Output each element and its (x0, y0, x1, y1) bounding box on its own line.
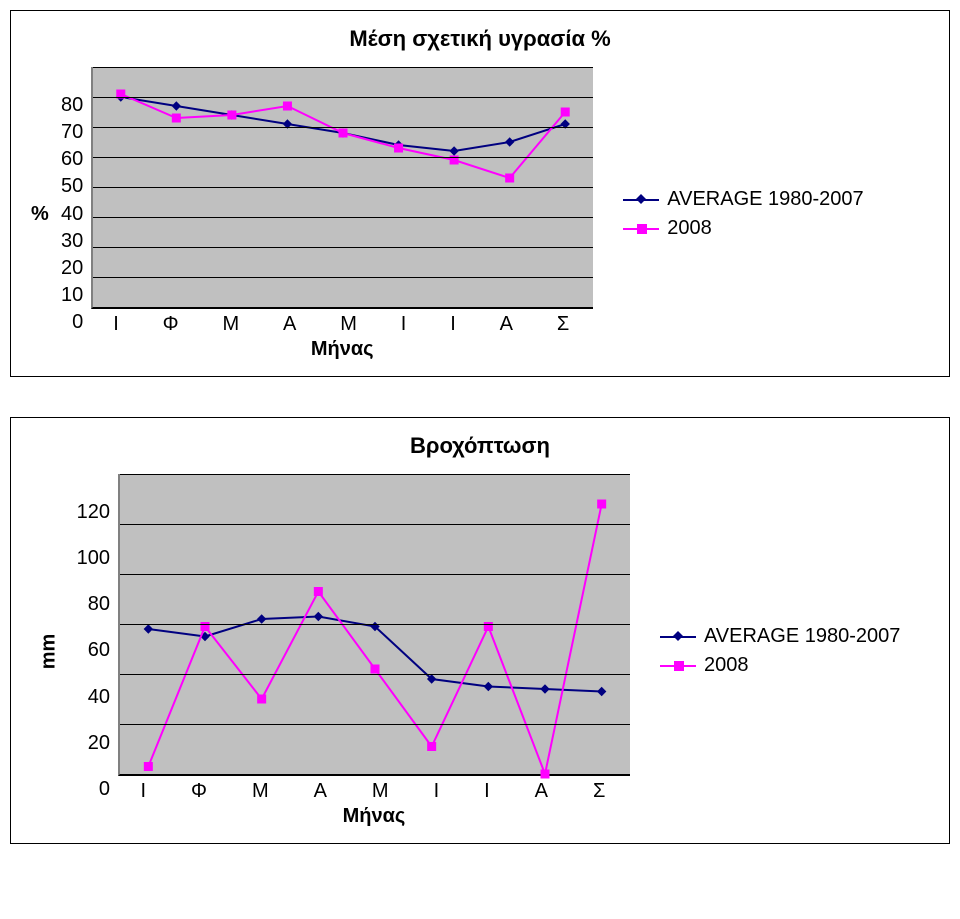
ytick-label: 50 (61, 175, 83, 198)
ytick-label: 70 (61, 121, 83, 144)
chart1-xticks: ΙΦΜΑΜΙΙΑΣ (91, 313, 591, 336)
xtick-label: Σ (557, 313, 569, 336)
ytick-label: 60 (61, 148, 83, 171)
xtick-label: Α (500, 313, 513, 336)
xtick-label: Μ (372, 780, 389, 803)
xtick-label: Ι (401, 313, 407, 336)
ytick-label: 20 (88, 732, 110, 755)
ytick-label: 30 (61, 230, 83, 253)
chart2-title: Βροχόπτωση (31, 433, 929, 459)
legend-row: AVERAGE 1980-2007 (660, 625, 900, 648)
chart1-xlabel: Μήνας (91, 338, 593, 361)
xtick-label: Φ (163, 313, 179, 336)
xtick-label: Μ (252, 780, 269, 803)
legend-row: 2008 (623, 217, 863, 240)
xtick-label: Φ (191, 780, 207, 803)
ytick-label: 0 (72, 311, 83, 334)
chart2-yticks: 120 100 80 60 40 20 0 (77, 501, 118, 801)
chart1-title: Μέση σχετική υγρασία % (31, 26, 929, 52)
chart2-xticks: ΙΦΜΑΜΙΙΑΣ (118, 780, 628, 803)
chart2-xlabel: Μήνας (118, 805, 630, 828)
ytick-label: 80 (88, 593, 110, 616)
xtick-label: Μ (340, 313, 357, 336)
ytick-label: 40 (88, 686, 110, 709)
legend-label: AVERAGE 1980-2007 (667, 188, 863, 211)
legend-row: AVERAGE 1980-2007 (623, 188, 863, 211)
xtick-label: Σ (593, 780, 605, 803)
chart1-yticks: 80 70 60 50 40 30 20 10 0 (61, 94, 91, 334)
xtick-label: Ι (434, 780, 440, 803)
xtick-label: Α (314, 780, 327, 803)
ytick-label: 80 (61, 94, 83, 117)
legend-label: 2008 (704, 654, 749, 677)
humidity-chart-frame: Μέση σχετική υγρασία % % 80 70 60 50 40 30 20 1… (10, 10, 950, 377)
xtick-label: Ι (450, 313, 456, 336)
chart2-ylabel: mm (37, 633, 60, 669)
chart2-plot-area (118, 474, 630, 776)
xtick-label: Μ (222, 313, 239, 336)
ytick-label: 10 (61, 284, 83, 307)
legend-label: 2008 (667, 217, 712, 240)
xtick-label: Ι (113, 313, 119, 336)
ytick-label: 100 (77, 547, 110, 570)
chart1-legend: AVERAGE 1980-2007 2008 (623, 182, 863, 246)
ytick-label: 0 (99, 778, 110, 801)
xtick-label: Α (535, 780, 548, 803)
chart1-plot-area (91, 67, 593, 309)
ytick-label: 40 (61, 203, 83, 226)
rainfall-chart-frame: Βροχόπτωση mm 120 100 80 60 40 20 0 Ι Φ Μ Α Μ Ι Ι Α Σ … (10, 417, 950, 844)
xtick-label: Α (283, 313, 296, 336)
chart1-body: % 80 70 60 50 40 30 20 10 0 Ι Φ Μ Α Μ Ι Ι Α Σ Μήνας AVER… (31, 67, 929, 361)
ytick-label: 20 (61, 257, 83, 280)
legend-label: AVERAGE 1980-2007 (704, 625, 900, 648)
xtick-label: Ι (484, 780, 490, 803)
ytick-label: 60 (88, 639, 110, 662)
xtick-label: Ι (140, 780, 146, 803)
ytick-label: 120 (77, 501, 110, 524)
chart2-body: mm 120 100 80 60 40 20 0 Ι Φ Μ Α Μ Ι Ι Α Σ Μήνας AVERA… (31, 474, 929, 828)
legend-row: 2008 (660, 654, 900, 677)
chart2-legend: AVERAGE 1980-2007 2008 (660, 619, 900, 683)
chart1-ylabel: % (31, 203, 51, 226)
